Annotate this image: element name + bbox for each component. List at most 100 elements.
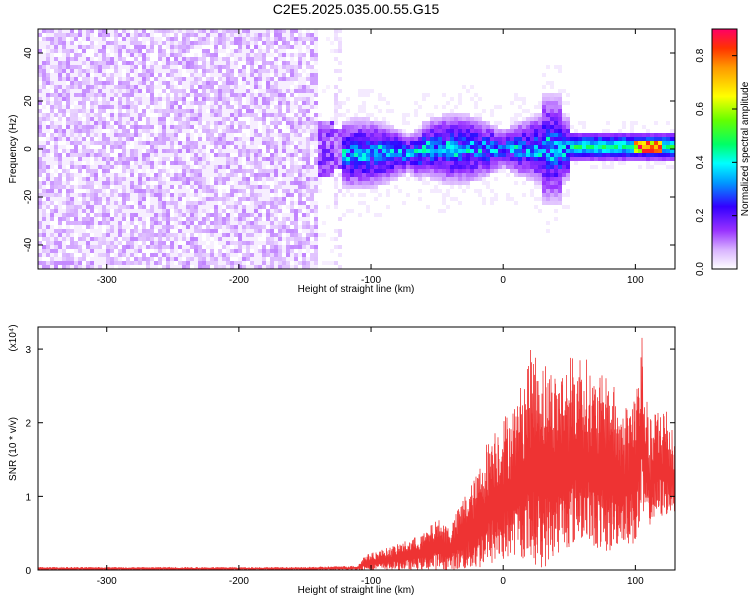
- heatmap-cell: [282, 97, 286, 101]
- heatmap-cell: [246, 149, 250, 153]
- heatmap-cell: [214, 265, 218, 269]
- heatmap-cell: [350, 125, 354, 129]
- heatmap-cell: [222, 173, 226, 177]
- heatmap-cell: [90, 29, 94, 33]
- heatmap-cell: [262, 201, 266, 205]
- heatmap-cell: [78, 65, 82, 69]
- heatmap-cell: [198, 225, 202, 229]
- heatmap-cell: [38, 253, 42, 257]
- heatmap-cell: [130, 153, 134, 157]
- heatmap-cell: [190, 101, 194, 105]
- heatmap-cell: [254, 241, 258, 245]
- heatmap-cell: [50, 241, 54, 245]
- heatmap-cell: [634, 121, 638, 125]
- heatmap-cell: [98, 253, 102, 257]
- heatmap-cell: [334, 109, 338, 113]
- heatmap-cell: [218, 113, 222, 117]
- heatmap-cell: [170, 177, 174, 181]
- heatmap-cell: [162, 157, 166, 161]
- heatmap-cell: [122, 77, 126, 81]
- heatmap-cell: [158, 173, 162, 177]
- heatmap-cell: [142, 225, 146, 229]
- heatmap-cell: [462, 117, 466, 121]
- heatmap-cell: [314, 221, 318, 225]
- heatmap-cell: [54, 113, 58, 117]
- heatmap-cell: [206, 49, 210, 53]
- heatmap-cell: [182, 113, 186, 117]
- heatmap-cell: [314, 249, 318, 253]
- heatmap-cell: [302, 177, 306, 181]
- heatmap-cell: [66, 237, 70, 241]
- heatmap-cell: [94, 105, 98, 109]
- heatmap-cell: [262, 169, 266, 173]
- heatmap-cell: [482, 201, 486, 205]
- heatmap-cell: [178, 93, 182, 97]
- heatmap-cell: [98, 233, 102, 237]
- heatmap-cell: [278, 145, 282, 149]
- heatmap-cell: [166, 233, 170, 237]
- heatmap-cell: [122, 113, 126, 117]
- heatmap-cell: [510, 169, 514, 173]
- heatmap-cell: [546, 125, 550, 129]
- heatmap-cell: [334, 185, 338, 189]
- heatmap-cell: [466, 137, 470, 141]
- heatmap-cell: [258, 109, 262, 113]
- heatmap-cell: [206, 193, 210, 197]
- heatmap-cell: [530, 121, 534, 125]
- heatmap-cell: [334, 205, 338, 209]
- heatmap-cell: [258, 29, 262, 33]
- heatmap-cell: [438, 209, 442, 213]
- heatmap-cell: [246, 73, 250, 77]
- heatmap-cell: [258, 33, 262, 37]
- heatmap-cell: [270, 121, 274, 125]
- heatmap-cell: [558, 201, 562, 205]
- heatmap-cell: [266, 81, 270, 85]
- heatmap-cell: [538, 125, 542, 129]
- heatmap-cell: [582, 141, 586, 145]
- heatmap-cell: [50, 181, 54, 185]
- heatmap-cell: [278, 121, 282, 125]
- heatmap-cell: [238, 121, 242, 125]
- heatmap-cell: [210, 213, 214, 217]
- heatmap-cell: [302, 169, 306, 173]
- heatmap-cell: [478, 161, 482, 165]
- heatmap-cell: [42, 225, 46, 229]
- heatmap-cell: [218, 149, 222, 153]
- heatmap-cell: [394, 173, 398, 177]
- heatmap-cell: [50, 101, 54, 105]
- heatmap-cell: [270, 261, 274, 265]
- heatmap-cell: [202, 157, 206, 161]
- heatmap-cell: [38, 161, 42, 165]
- heatmap-cell: [114, 197, 118, 201]
- heatmap-cell: [554, 125, 558, 129]
- heatmap-cell: [82, 105, 86, 109]
- heatmap-cell: [134, 201, 138, 205]
- heatmap-cell: [250, 89, 254, 93]
- heatmap-cell: [170, 241, 174, 245]
- heatmap-cell: [66, 217, 70, 221]
- heatmap-cell: [74, 173, 78, 177]
- heatmap-cell: [242, 125, 246, 129]
- heatmap-cell: [86, 61, 90, 65]
- heatmap-cell: [58, 33, 62, 37]
- heatmap-cell: [194, 261, 198, 265]
- heatmap-cell: [334, 129, 338, 133]
- heatmap-cell: [250, 189, 254, 193]
- heatmap-cell: [546, 169, 550, 173]
- heatmap-cell: [114, 93, 118, 97]
- heatmap-cell: [118, 201, 122, 205]
- heatmap-cell: [222, 49, 226, 53]
- heatmap-cell: [66, 201, 70, 205]
- heatmap-cell: [610, 165, 614, 169]
- heatmap-cell: [162, 225, 166, 229]
- heatmap-cell: [238, 93, 242, 97]
- heatmap-cell: [270, 265, 274, 269]
- heatmap-cell: [238, 89, 242, 93]
- heatmap-cell: [78, 89, 82, 93]
- heatmap-cell: [298, 149, 302, 153]
- heatmap-cell: [142, 205, 146, 209]
- heatmap-cell: [270, 113, 274, 117]
- heatmap-cell: [510, 145, 514, 149]
- heatmap-cell: [330, 125, 334, 129]
- heatmap-cell: [338, 161, 342, 165]
